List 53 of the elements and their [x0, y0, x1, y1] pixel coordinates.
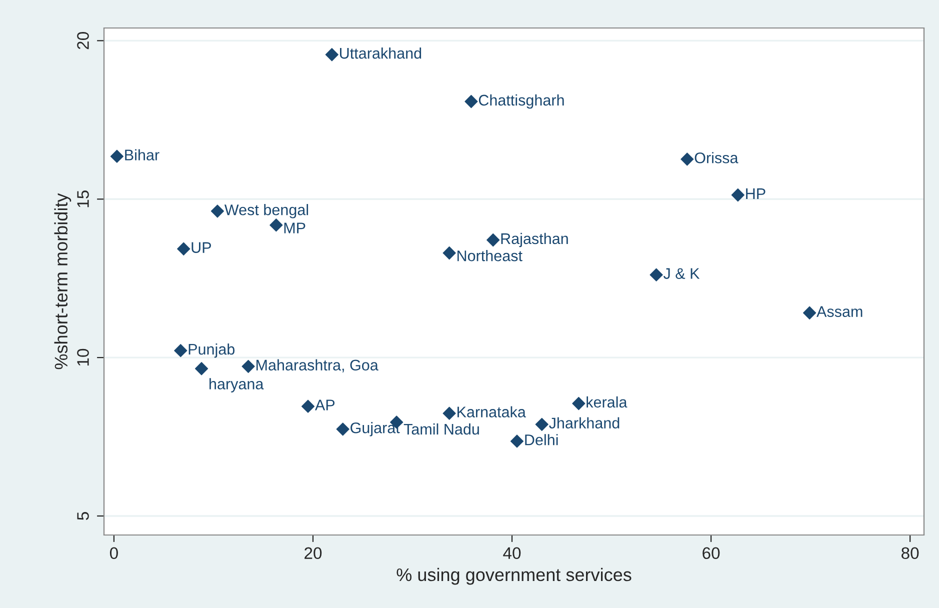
annotation: Northeast [458, 250, 522, 262]
point [486, 233, 500, 247]
point [210, 204, 224, 218]
annotation: Bihar [125, 149, 160, 160]
point [680, 152, 694, 166]
y-axis-title: %short-term morbidity [54, 193, 72, 370]
annotation: Tamil Nadu [404, 423, 479, 435]
point [174, 344, 188, 358]
annotation: Maharashtra, Goa [256, 359, 378, 372]
point [270, 218, 283, 232]
point [325, 48, 338, 62]
point [535, 418, 548, 431]
annotation: Punjab [188, 343, 234, 358]
x-tick-label: 60 [702, 547, 720, 560]
annotation: Jharkhand [549, 417, 620, 429]
point [464, 94, 478, 108]
annotation: J & K [663, 268, 700, 279]
x-tick-label: 40 [503, 547, 521, 560]
point [336, 422, 350, 436]
annotation: West bengal [224, 204, 308, 218]
y-tick-label: 15 [77, 190, 89, 208]
x-tick-label: 20 [304, 547, 322, 560]
point [110, 150, 124, 163]
annotation: MP [284, 222, 306, 234]
annotation: Chattisgharh [478, 94, 564, 109]
y-tick-label: 10 [77, 348, 89, 366]
point [442, 406, 456, 420]
annotation: AP [314, 400, 335, 410]
annotation: Uttarakhand [340, 47, 422, 59]
y-tick-label: 20 [77, 32, 89, 50]
point [242, 360, 255, 373]
annotation: Karnataka [458, 406, 526, 418]
point [301, 400, 315, 413]
point [442, 246, 456, 260]
annotation: UP [192, 242, 211, 253]
annotation: Rajasthan [501, 232, 568, 248]
x-axis-title: % using government services [396, 568, 632, 585]
point [177, 242, 190, 256]
annotation: kerala [586, 396, 628, 408]
annotation: Delhi [525, 434, 558, 446]
y-tick-label: 5 [77, 512, 89, 520]
x-tick-label: 80 [902, 547, 919, 560]
point [572, 396, 586, 410]
point [650, 268, 663, 282]
point [194, 362, 208, 376]
point [510, 434, 524, 448]
annotation: HP [746, 188, 766, 199]
point [731, 188, 744, 202]
annotation: Assam [816, 306, 862, 317]
annotation: haryana [210, 378, 264, 392]
x-tick-label: 0 [110, 547, 118, 560]
annotation: Orissa [694, 152, 738, 164]
point [802, 306, 816, 320]
